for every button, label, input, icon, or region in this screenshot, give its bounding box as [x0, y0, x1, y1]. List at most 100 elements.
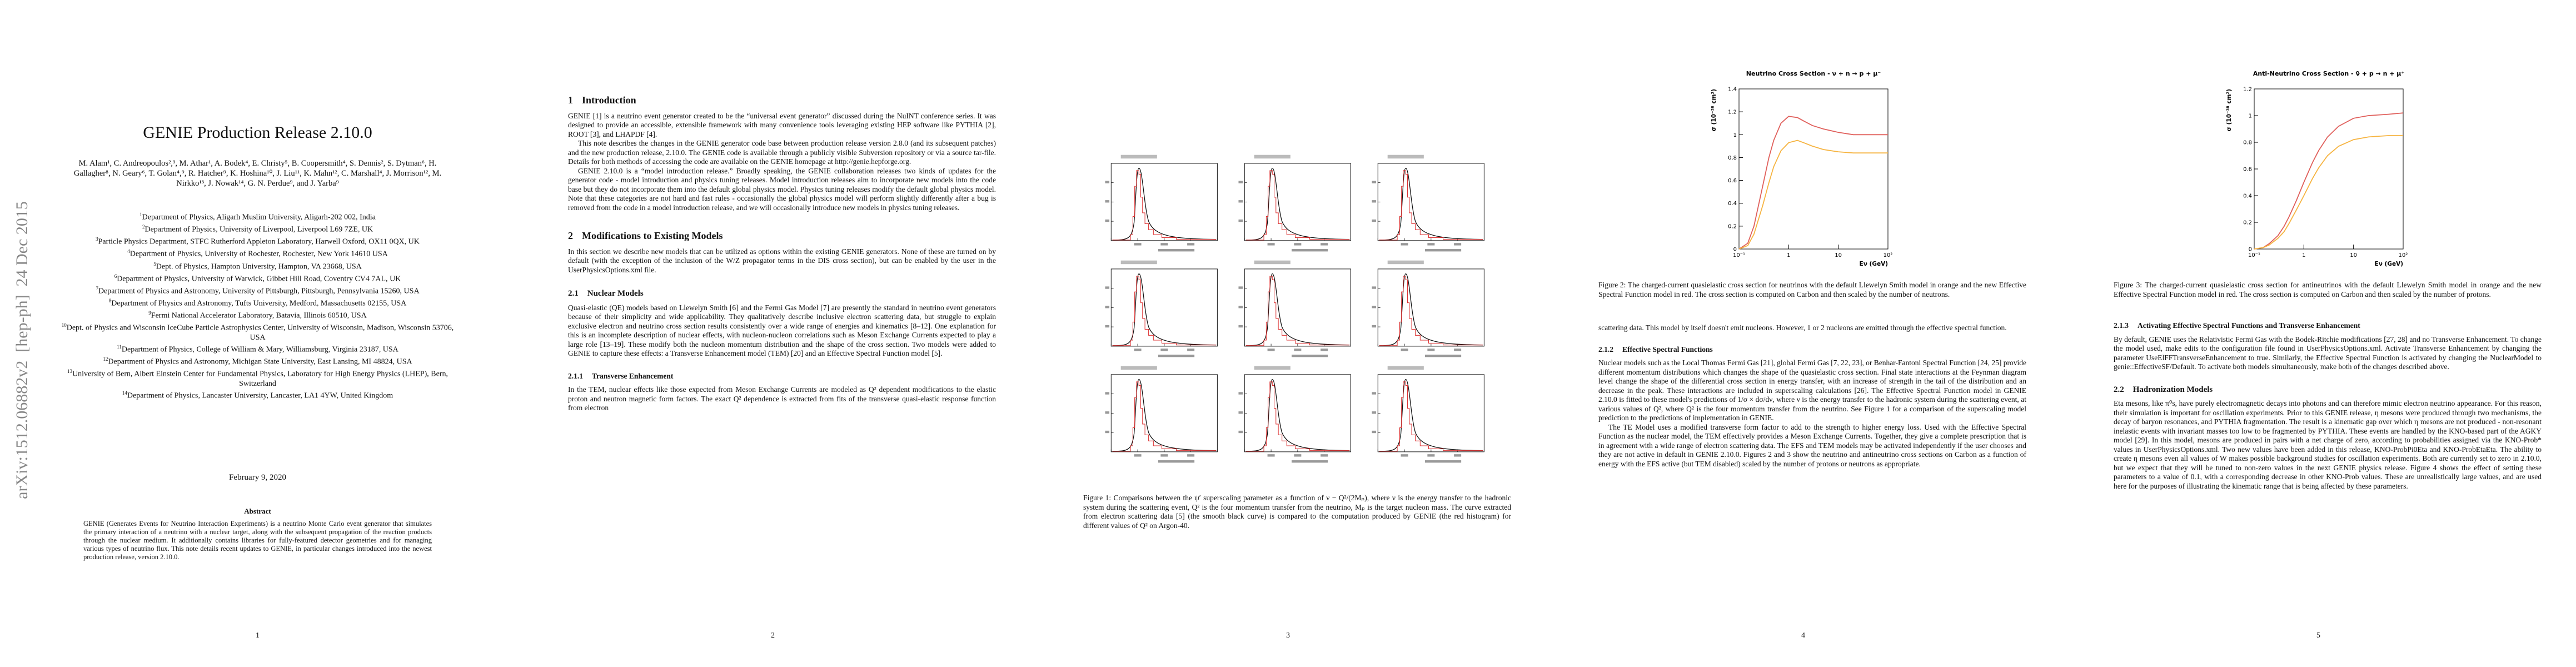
subsubsection-heading: 2.1.2 Effective Spectral Functions	[1598, 345, 2026, 355]
mini-plot	[1238, 366, 1352, 464]
affiliation-text: Department of Physics, Aligarh Muslim Un…	[142, 213, 376, 222]
affiliation-text: Department of Physics, University of Liv…	[145, 225, 373, 234]
y-tick-label: 0.6	[2243, 167, 2252, 173]
plot-title: Neutrino Cross Section - ν + n → p + μ⁻	[1746, 70, 1881, 77]
cross-section-plot: Anti-Neutrino Cross Section - ν̄ + p → n…	[2226, 70, 2408, 267]
affiliation-mark: 4	[127, 248, 130, 255]
page-number: 2	[771, 631, 775, 640]
page-number: 4	[1801, 631, 1805, 640]
date: February 9, 2020	[229, 473, 286, 482]
affiliation-mark: 12	[103, 356, 108, 362]
mini-plot	[1238, 155, 1352, 252]
figure-grid	[1104, 155, 1485, 464]
mini-plot	[1371, 366, 1485, 464]
x-tick-label: 10	[2350, 252, 2357, 258]
text-column: Figure 3: The charged-current quasielast…	[2114, 281, 2542, 491]
mini-plot	[1371, 155, 1485, 252]
affiliation-mark: 11	[117, 344, 122, 350]
figure-caption: Figure 1: Comparisons between the ψ′ sup…	[1083, 494, 1511, 530]
affiliation-text: Dept. of Physics and Wisconsin IceCube P…	[66, 324, 454, 342]
series-line	[2254, 135, 2403, 250]
paragraph: By default, GENIE uses the Relativistic …	[2114, 335, 2542, 371]
paragraph: The TE Model uses a modified transverse …	[1598, 422, 2026, 468]
subsection-heading: 2.1 Nuclear Models	[568, 289, 996, 298]
plot-frame	[1738, 88, 1889, 250]
abstract-text: GENIE (Generates Events for Neutrino Int…	[83, 520, 432, 561]
section-title: Introduction	[582, 94, 636, 106]
affiliation-mark: 10	[61, 322, 67, 328]
x-tick-label: 1	[1787, 252, 1790, 258]
page: GENIE Production Release 2.10.0 M. Alam¹…	[0, 0, 515, 667]
text-column: Figure 2: The charged-current quasielast…	[1598, 281, 2026, 469]
affiliation-mark: 7	[96, 285, 98, 291]
affiliation: 1Department of Physics, Aligarh Muslim U…	[61, 210, 454, 222]
plot-frame	[2254, 88, 2404, 250]
subsubsection-number: 2.1.2	[1598, 345, 1613, 354]
affiliation-mark: 9	[148, 310, 151, 316]
y-tick-label: 1	[1733, 132, 1737, 138]
section-number: 1	[568, 94, 573, 106]
affiliation: 3Particle Physics Department, STFC Ruthe…	[61, 235, 454, 247]
caption-label: Figure 3:	[2114, 281, 2142, 289]
subsubsection-title: Transverse Enhancement	[592, 371, 674, 380]
plot-title: Anti-Neutrino Cross Section - ν̄ + p → n…	[2253, 70, 2405, 77]
mini-plot	[1238, 260, 1352, 358]
cross-section-plot: Neutrino Cross Section - ν + n → p + μ⁻ 1…	[1711, 70, 1892, 267]
y-axis-label: σ (10⁻³⁸ cm²)	[1711, 89, 1717, 131]
y-tick-label: 0.8	[2243, 140, 2252, 146]
page: Neutrino Cross Section - ν + n → p + μ⁻ 1…	[1546, 0, 2061, 667]
affiliation-text: Department of Physics, Lancaster Univers…	[127, 391, 393, 400]
paper-title: GENIE Production Release 2.10.0	[143, 123, 372, 142]
affiliation: 10Dept. of Physics and Wisconsin IceCube…	[61, 321, 454, 342]
figure-caption: Figure 3: The charged-current quasielast…	[2114, 281, 2542, 299]
y-tick-label: 0.4	[1728, 201, 1737, 207]
y-tick-label: 0.8	[1728, 155, 1737, 161]
affiliation-text: Department of Physics and Astronomy, Uni…	[98, 287, 420, 296]
abstract-heading: Abstract	[244, 507, 271, 515]
y-tick-label: 1.2	[2243, 87, 2252, 93]
x-tick-label: 1	[2302, 252, 2305, 258]
page-number: 5	[2316, 631, 2320, 640]
subsubsection-heading: 2.1.3 Activating Effective Spectral Funct…	[2114, 321, 2542, 331]
page: Figure 1: Comparisons between the ψ′ sup…	[1030, 0, 1546, 667]
affiliation: 9Fermi National Accelerator Laboratory, …	[61, 308, 454, 321]
affiliation: 12Department of Physics and Astronomy, M…	[61, 355, 454, 367]
section-number: 2	[568, 230, 573, 241]
affiliation-text: Department of Physics, College of Willia…	[121, 345, 398, 354]
y-tick-label: 0.2	[1728, 223, 1737, 230]
affiliation-text: Department of Physics and Astronomy, Mic…	[108, 357, 412, 366]
series-line	[1738, 116, 1888, 250]
x-axis-label: Eν (GeV)	[1860, 261, 1888, 267]
affiliation-text: Dept. of Physics, Hampton University, Ha…	[156, 262, 362, 271]
affiliation-mark: 3	[96, 236, 98, 242]
y-tick-label: 0	[2249, 247, 2252, 253]
affiliation-text: Fermi National Accelerator Laboratory, B…	[151, 311, 367, 320]
mini-plots	[1104, 155, 1485, 464]
caption-text: The charged-current quasielastic cross s…	[1598, 281, 2026, 298]
subsubsection-title: Activating Effective Spectral Functions …	[2137, 321, 2360, 330]
affiliation-text: Department of Physics and Astronomy, Tuf…	[111, 299, 407, 308]
text-column: 1 Introduction GENIE [1] is a neutrino ev…	[568, 83, 996, 413]
y-tick-label: 1.4	[1728, 87, 1737, 93]
caption-text: The charged-current quasielastic cross s…	[2114, 281, 2542, 298]
paragraph: Nuclear models such as the Local Thomas …	[1598, 359, 2026, 422]
subsubsection-number: 2.1.1	[568, 371, 583, 380]
series-line	[2254, 112, 2404, 250]
affiliation: 7Department of Physics and Astronomy, Un…	[61, 284, 454, 296]
affiliation-mark: 8	[108, 298, 112, 304]
affiliation-mark: 14	[122, 390, 127, 396]
paragraph: In this section we describe new models t…	[568, 247, 996, 274]
subsection-number: 2.1	[568, 289, 579, 298]
page-number: 3	[1286, 631, 1290, 640]
affiliation-mark: 2	[142, 224, 145, 230]
page-number: 1	[256, 631, 260, 640]
y-tick-label: 0.4	[2243, 193, 2252, 200]
paragraph: Quasi-elastic (QE) models based on Llewe…	[568, 303, 996, 358]
affiliation: 5Dept. of Physics, Hampton University, H…	[61, 260, 454, 272]
section-title: Modifications to Existing Models	[582, 230, 723, 241]
page: Anti-Neutrino Cross Section - ν̄ + p → n…	[2061, 0, 2576, 667]
y-axis-label: σ (10⁻³⁸ cm²)	[2226, 89, 2233, 131]
paragraph: This note describes the changes in the G…	[568, 139, 996, 166]
paragraph: In the TEM, nuclear effects like those e…	[568, 385, 996, 412]
